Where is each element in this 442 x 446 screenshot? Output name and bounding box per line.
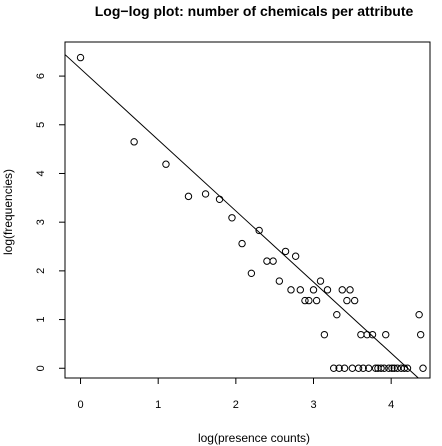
- y-tick-label: 5: [35, 122, 47, 128]
- data-point: [320, 330, 329, 339]
- data-point: [338, 286, 346, 294]
- data-point: [296, 286, 305, 294]
- data-point: [76, 53, 85, 62]
- data-point: [309, 286, 318, 294]
- data-point: [377, 364, 385, 372]
- x-axis-label: log(presence counts): [198, 431, 310, 445]
- data-point: [255, 226, 263, 235]
- data-point: [238, 239, 246, 248]
- data-point: [291, 252, 300, 260]
- data-point: [382, 330, 390, 339]
- data-point: [357, 330, 365, 339]
- data-point: [316, 277, 325, 285]
- y-tick-label: 3: [35, 219, 47, 225]
- x-tick-label: 2: [233, 399, 239, 411]
- data-point: [184, 192, 193, 201]
- data-point: [416, 330, 425, 339]
- data-point: [415, 310, 423, 319]
- data-point: [371, 364, 380, 372]
- data-point: [354, 364, 363, 372]
- data-point: [388, 364, 396, 372]
- data-point: [323, 286, 332, 294]
- data-point: [247, 269, 256, 278]
- x-tick-label: 3: [310, 399, 316, 411]
- data-point: [275, 277, 284, 285]
- y-tick-label: 6: [35, 73, 47, 79]
- y-tick-label: 0: [35, 365, 47, 371]
- data-point: [346, 286, 354, 294]
- data-point: [348, 364, 357, 372]
- data-point: [287, 286, 295, 294]
- x-tick-label: 1: [155, 399, 161, 411]
- x-tick-label: 0: [77, 399, 83, 411]
- data-point: [419, 364, 427, 372]
- y-tick-label: 1: [35, 317, 47, 323]
- y-tick-label: 4: [35, 170, 47, 176]
- data-point: [380, 364, 388, 372]
- data-point: [385, 364, 393, 372]
- data-point: [228, 214, 236, 222]
- chart-title: Log−log plot: number of chemicals per at…: [95, 3, 414, 19]
- data-point: [393, 364, 402, 372]
- data-point: [340, 364, 349, 372]
- data-point: [312, 296, 321, 305]
- data-point: [269, 257, 277, 265]
- data-point: [335, 364, 343, 372]
- data-point: [281, 247, 290, 256]
- data-point: [333, 310, 341, 319]
- data-point: [343, 296, 351, 305]
- data-point: [368, 330, 377, 339]
- data-point: [350, 296, 359, 305]
- data-point: [400, 364, 409, 372]
- data-point: [301, 296, 309, 305]
- y-axis-label: log(frequencies): [1, 169, 15, 255]
- plot-frame: [64, 41, 431, 379]
- data-point: [130, 138, 138, 146]
- data-point: [403, 364, 412, 372]
- data-point: [330, 364, 338, 372]
- data-point: [390, 364, 398, 372]
- data-point: [263, 257, 271, 265]
- y-tick-label: 2: [35, 268, 47, 274]
- data-point: [201, 190, 210, 198]
- fit-line: [64, 54, 419, 379]
- data-point: [305, 296, 313, 305]
- x-tick-label: 4: [388, 399, 394, 411]
- data-point: [359, 364, 367, 372]
- data-point: [215, 195, 224, 203]
- data-point: [363, 330, 371, 339]
- data-point: [364, 364, 373, 372]
- data-point: [162, 160, 170, 168]
